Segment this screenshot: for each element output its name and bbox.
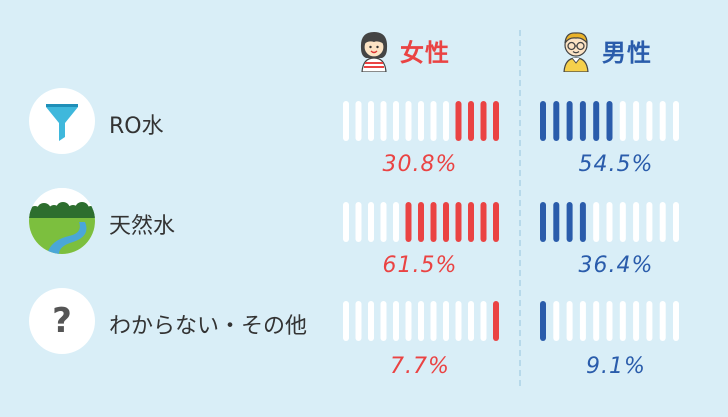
pct-male-unknown: 9.1% xyxy=(586,354,646,379)
row-label-natural-water: 天然水 xyxy=(109,214,176,239)
bar-segment-female-2-5 xyxy=(405,301,412,341)
bar-segment-male-0-5 xyxy=(606,101,613,141)
bar-segment-male-2-2 xyxy=(566,301,573,341)
row-label-ro-water: RO水 xyxy=(109,114,164,139)
column-divider xyxy=(519,30,521,386)
bar-segment-male-2-0 xyxy=(540,301,546,341)
bar-segment-male-2-10 xyxy=(673,301,679,341)
bar-segment-female-0-8 xyxy=(443,101,449,141)
bar-segment-male-2-8 xyxy=(646,301,653,341)
bar-segment-male-0-6 xyxy=(619,101,626,141)
bar-segment-female-1-10 xyxy=(468,202,474,242)
bar-segment-male-2-5 xyxy=(606,301,613,341)
bar-segment-female-0-9 xyxy=(455,101,462,141)
bar-segment-male-0-0 xyxy=(540,101,546,141)
bar-segment-male-1-0 xyxy=(540,202,546,242)
bar-segment-female-1-9 xyxy=(455,202,462,242)
bar-segment-female-2-7 xyxy=(430,301,437,341)
row-label-unknown: わからない・その他 xyxy=(109,314,308,339)
bar-segment-male-0-3 xyxy=(579,101,586,141)
bar-segment-female-0-5 xyxy=(405,101,412,141)
bar-segment-male-1-10 xyxy=(673,202,679,242)
funnel-icon xyxy=(46,104,78,141)
bar-segment-female-0-2 xyxy=(368,101,374,141)
row-icon-unknown: ? xyxy=(29,288,95,354)
bar-segment-male-2-7 xyxy=(633,301,640,341)
female-column-header: 女性 xyxy=(356,28,450,72)
bar-segment-female-2-1 xyxy=(355,301,362,341)
bar-segment-female-0-10 xyxy=(468,101,474,141)
bar-segment-female-2-6 xyxy=(418,301,424,341)
bar-segment-male-1-2 xyxy=(566,202,573,242)
bar-segment-female-1-2 xyxy=(368,202,374,242)
bar-segment-female-0-6 xyxy=(418,101,424,141)
bar-segment-male-1-7 xyxy=(633,202,640,242)
bar-segment-male-1-3 xyxy=(579,202,586,242)
bar-segment-male-2-9 xyxy=(659,301,666,341)
bar-segment-male-2-6 xyxy=(619,301,626,341)
bar-segment-female-1-7 xyxy=(430,202,437,242)
male-column-title: 男性 xyxy=(602,38,652,67)
bar-segment-female-1-1 xyxy=(355,202,362,242)
bar-segment-male-1-5 xyxy=(606,202,613,242)
bar-segment-female-1-4 xyxy=(393,202,399,242)
bar-segment-female-1-3 xyxy=(380,202,387,242)
male-column-header: 男性 xyxy=(558,28,652,72)
bar-segment-male-2-4 xyxy=(593,301,600,341)
row-icon-ro-water xyxy=(29,88,95,154)
bar-segment-male-0-9 xyxy=(659,101,666,141)
bar-segment-female-1-11 xyxy=(480,202,487,242)
bar-segment-male-2-3 xyxy=(579,301,586,341)
bar-segment-female-2-9 xyxy=(455,301,462,341)
bar-segment-female-2-8 xyxy=(443,301,449,341)
bar-segment-female-2-11 xyxy=(480,301,487,341)
bar-segment-male-0-10 xyxy=(673,101,679,141)
bar-segment-male-1-6 xyxy=(619,202,626,242)
boy-avatar-icon xyxy=(563,32,589,72)
bar-segment-female-0-3 xyxy=(380,101,387,141)
bar-segment-female-0-0 xyxy=(343,101,349,141)
bar-segment-male-0-1 xyxy=(553,101,560,141)
pct-female-natural-water: 61.5% xyxy=(382,253,458,278)
bar-segment-female-2-4 xyxy=(393,301,399,341)
bar-segment-male-1-8 xyxy=(646,202,653,242)
bar-segment-female-0-7 xyxy=(430,101,437,141)
bar-segment-male-0-2 xyxy=(566,101,573,141)
bar-segment-male-1-9 xyxy=(659,202,666,242)
bar-segment-female-2-2 xyxy=(368,301,374,341)
bar-segment-female-1-12 xyxy=(493,202,499,242)
pct-female-ro-water: 30.8% xyxy=(382,152,458,177)
bar-segment-female-1-8 xyxy=(443,202,449,242)
pct-male-natural-water: 36.4% xyxy=(578,253,654,278)
bar-segment-male-0-7 xyxy=(633,101,640,141)
bar-segment-female-0-11 xyxy=(480,101,487,141)
bar-segment-male-0-4 xyxy=(593,101,600,141)
bar-segment-male-2-1 xyxy=(553,301,560,341)
bar-segment-male-1-1 xyxy=(553,202,560,242)
bar-segment-female-2-3 xyxy=(380,301,387,341)
bar-segment-female-2-0 xyxy=(343,301,349,341)
bar-segment-female-0-1 xyxy=(355,101,362,141)
bar-segment-female-1-6 xyxy=(418,202,424,242)
question-mark-icon: ? xyxy=(52,301,72,341)
bar-segment-female-2-10 xyxy=(468,301,474,341)
female-column-title: 女性 xyxy=(400,38,450,67)
bar-segment-male-1-4 xyxy=(593,202,600,242)
bar-segment-female-1-5 xyxy=(405,202,412,242)
bar-segment-female-1-0 xyxy=(343,202,349,242)
bar-segment-male-0-8 xyxy=(646,101,653,141)
bar-segment-female-0-12 xyxy=(493,101,499,141)
pct-male-ro-water: 54.5% xyxy=(578,152,654,177)
bar-segment-female-2-12 xyxy=(493,301,499,341)
pct-female-unknown: 7.7% xyxy=(390,354,450,379)
bar-segment-female-0-4 xyxy=(393,101,399,141)
girl-avatar-icon xyxy=(360,32,388,72)
